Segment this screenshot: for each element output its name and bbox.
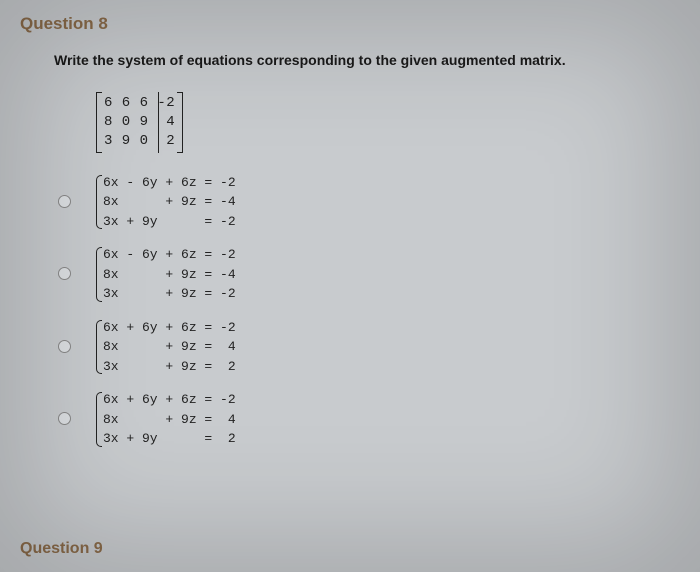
question-title: Question 8 <box>20 14 680 34</box>
equation-row: 3x + 9z = -2 <box>103 284 236 304</box>
left-brace-icon <box>93 245 101 304</box>
equation-row: 3x + 9y = -2 <box>103 212 236 232</box>
left-brace-icon <box>93 318 101 377</box>
equation-row: 3x + 9y = 2 <box>103 429 236 449</box>
answer-option[interactable]: 6x - 6y + 6z = -2 8x + 9z = -4 3x + 9z =… <box>58 245 680 304</box>
radio-icon[interactable] <box>58 267 71 280</box>
equation-system: 6x + 6y + 6z = -2 8x + 9z = 4 3x + 9z = … <box>93 318 236 377</box>
augmented-matrix: 6 6 6 -2 8 0 9 4 3 9 0 2 <box>94 90 185 155</box>
matrix-row: 6 6 6 -2 <box>104 94 175 113</box>
equation-row: 8x + 9z = 4 <box>103 337 236 357</box>
equation-row: 6x + 6y + 6z = -2 <box>103 390 236 410</box>
radio-icon[interactable] <box>58 195 71 208</box>
equation-row: 6x - 6y + 6z = -2 <box>103 173 236 193</box>
next-question-title: Question 9 <box>20 540 103 558</box>
augment-bar-icon <box>158 92 159 153</box>
equation-row: 8x + 9z = -4 <box>103 192 236 212</box>
answer-option[interactable]: 6x - 6y + 6z = -2 8x + 9z = -4 3x + 9y =… <box>58 173 680 232</box>
radio-icon[interactable] <box>58 340 71 353</box>
equation-row: 6x + 6y + 6z = -2 <box>103 318 236 338</box>
left-bracket-icon <box>96 92 102 153</box>
equation-row: 3x + 9z = 2 <box>103 357 236 377</box>
matrix-row: 8 0 9 4 <box>104 113 175 132</box>
matrix-row: 3 9 0 2 <box>104 132 175 151</box>
equation-system: 6x + 6y + 6z = -2 8x + 9z = 4 3x + 9y = … <box>93 390 236 449</box>
answer-option[interactable]: 6x + 6y + 6z = -2 8x + 9z = 4 3x + 9y = … <box>58 390 680 449</box>
equation-row: 6x - 6y + 6z = -2 <box>103 245 236 265</box>
equation-row: 8x + 9z = 4 <box>103 410 236 430</box>
right-bracket-icon <box>177 92 183 153</box>
equation-system: 6x - 6y + 6z = -2 8x + 9z = -4 3x + 9y =… <box>93 173 236 232</box>
left-brace-icon <box>93 173 101 232</box>
answer-option[interactable]: 6x + 6y + 6z = -2 8x + 9z = 4 3x + 9z = … <box>58 318 680 377</box>
equation-row: 8x + 9z = -4 <box>103 265 236 285</box>
equation-system: 6x - 6y + 6z = -2 8x + 9z = -4 3x + 9z =… <box>93 245 236 304</box>
left-brace-icon <box>93 390 101 449</box>
radio-icon[interactable] <box>58 412 71 425</box>
question-prompt: Write the system of equations correspond… <box>54 52 680 68</box>
